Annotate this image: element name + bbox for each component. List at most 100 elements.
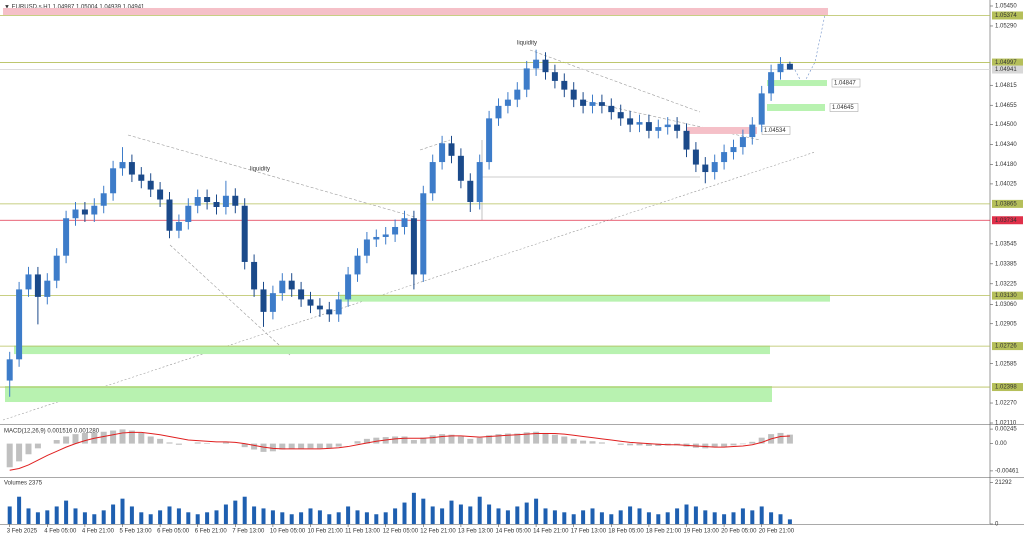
macd-bar [439,434,446,444]
macd-bar [645,443,652,446]
macd-bar [561,436,568,444]
candle-body [100,193,107,206]
macd-bar [6,443,13,468]
y-tick-label: 1.02270 [995,401,1017,407]
macd-bar [514,433,521,444]
candle-body [533,59,540,69]
volume-bar [505,510,510,524]
volume-bar [524,502,529,524]
volume-bar [581,510,586,524]
x-tick-label: 12 Feb 05:00 [383,529,419,535]
volume-bar [449,500,454,524]
volume-bar [158,510,163,524]
volume-bar [543,508,548,524]
candle-body [147,180,154,190]
candle-body [81,209,88,215]
macd-bar [476,437,483,444]
macd-bar [570,438,577,444]
volume-bar [148,514,153,524]
macd-bar [222,442,229,444]
candle-body [25,274,32,290]
volume-bar [223,504,228,524]
y-tick-label: 1.03225 [995,281,1017,287]
zone [340,294,830,302]
candle-body [288,280,295,290]
volume-bar [26,508,31,524]
macd-bar [589,441,596,444]
macd-bar [241,443,248,448]
macd-bar [138,432,145,444]
x-tick-label: 6 Feb 21:00 [195,529,228,535]
candle-body [702,164,709,173]
channel-line [419,139,451,151]
volume-bar [496,508,501,524]
candle-body [382,234,389,237]
level-label-box [992,342,1023,351]
macd-bar [119,429,126,444]
macd-bar [533,431,540,444]
volume-bar [590,508,595,524]
macd-bar [204,443,211,444]
volume-bar [176,508,181,524]
candle-body [16,289,23,360]
candle-body [63,218,70,256]
level-label: 1.04941 [995,67,1017,73]
candle-body [185,205,192,222]
volume-bar [336,512,341,524]
macd-bar [279,443,286,450]
candle-body [608,105,615,113]
macd-bar [504,433,511,444]
macd-bar [269,443,276,452]
candle-body [363,239,370,256]
volume-bar [637,508,642,524]
macd-bar [363,438,370,444]
macd-bar [457,436,464,444]
macd-bar [655,443,662,446]
macd-bar [354,441,361,444]
volume-bar [374,514,379,524]
volume-bar [430,506,435,524]
level-label: 1.05374 [995,13,1017,19]
level-label-box [992,58,1023,67]
y-tick-label: 0.00 [995,441,1007,447]
candle-body [504,99,511,106]
level-label-box [992,291,1023,300]
volume-bar [665,512,670,524]
candle-body [166,199,173,231]
macd-bar [721,443,728,447]
volume-bar [731,512,736,524]
volume-bar [722,514,727,524]
volume-bar [35,512,40,524]
y-tick-label: 0 [995,522,999,528]
volume-bar [769,512,774,524]
volume-bar [73,508,78,524]
candle-body [589,102,596,106]
level-label: 1.03865 [995,201,1017,207]
macd-bar [467,438,474,444]
candle-body [561,80,568,90]
macd-bar [401,436,408,444]
volume-bar [233,500,238,524]
candle-body [645,122,652,131]
macd-bar [16,443,23,462]
macd-bar [495,434,502,444]
volume-bar [261,508,266,524]
macd-bar [100,431,107,444]
volume-bar [411,492,416,524]
candle-body [316,305,323,310]
candle-body [439,143,446,163]
y-tick-label: -0.00461 [995,468,1019,474]
candle-body [222,195,229,208]
macd-bar [777,432,784,444]
candle-body [72,209,79,219]
zone [14,345,770,355]
macd-bar [316,443,323,449]
macd-bar [34,443,41,449]
zone [767,104,825,111]
zone [3,7,828,15]
volume-bar [54,506,59,524]
candle-body [335,299,342,315]
level-label-box [992,383,1023,392]
volume-bar [759,506,764,524]
y-tick-label: 1.04180 [995,162,1017,168]
